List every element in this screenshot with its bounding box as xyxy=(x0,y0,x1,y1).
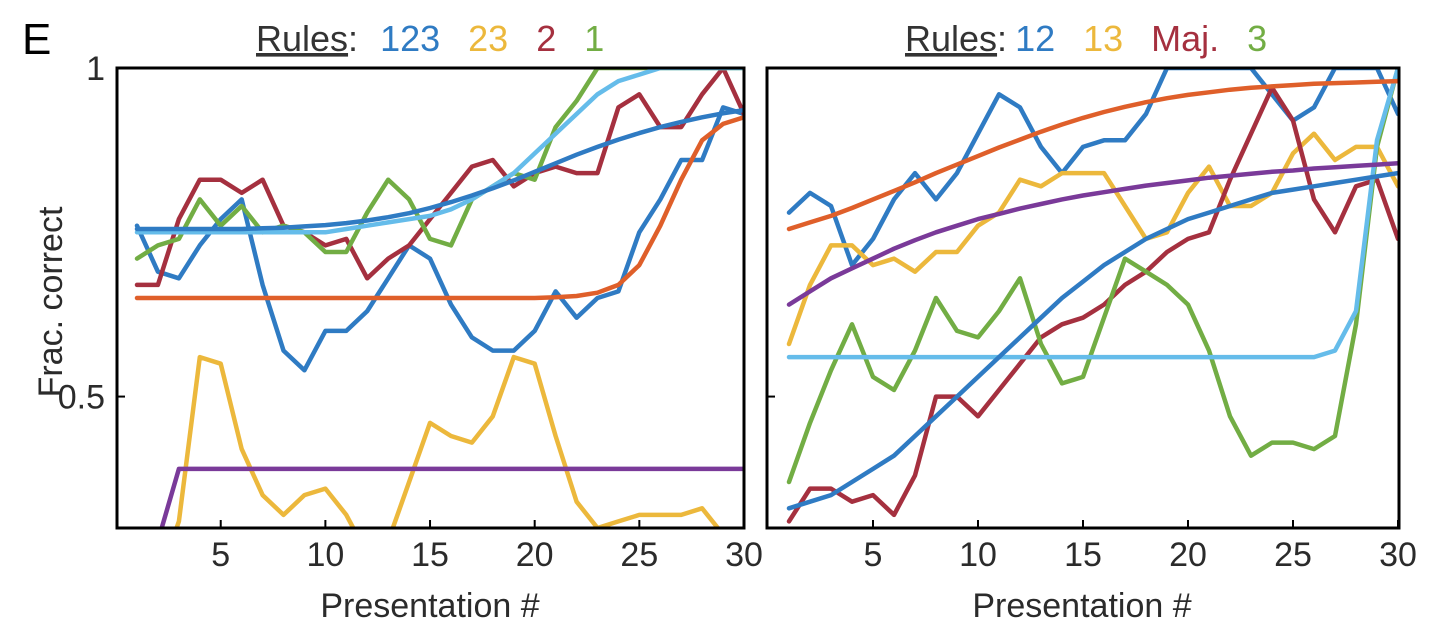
chart-right-ticks: 5 10 15 20 25 30 xyxy=(767,67,1417,574)
x-tick-label-right-20: 20 xyxy=(1169,536,1207,574)
chart-right-title-colon: : xyxy=(997,18,1007,59)
y-tick-label-left-0.5: 0.5 xyxy=(58,379,105,417)
legend-left-1: 23 xyxy=(468,18,508,59)
legend-right-3: 3 xyxy=(1247,18,1267,59)
y-axis-label: Frac. correct xyxy=(32,206,70,397)
legend-left-0: 123 xyxy=(380,18,440,59)
chart-right-frame xyxy=(765,66,1401,530)
chart-left-title-colon: : xyxy=(348,18,358,59)
x-tick-label-left-5: 5 xyxy=(211,536,230,574)
series-right-data-1 xyxy=(786,131,1399,347)
x-tick-label-right-30: 30 xyxy=(1379,536,1417,574)
series-right-data-2 xyxy=(786,85,1399,524)
series-left-fit-7 xyxy=(159,466,744,528)
chart-left-title-prefix: Rules xyxy=(256,18,348,59)
chart-right-title: Rules: 12 13 Maj. 3 xyxy=(905,18,1267,59)
series-left-data-1 xyxy=(174,354,721,528)
series-right-data-3 xyxy=(786,68,1399,485)
chart-left-title: Rules: 123 23 2 1 xyxy=(256,18,604,59)
x-tick-label-right-25: 25 xyxy=(1274,536,1312,574)
legend-left-3: 1 xyxy=(584,18,604,59)
series-right-fit-6 xyxy=(786,78,1399,232)
chart-left-frame xyxy=(115,66,746,530)
chart-left-ticks: 5 10 15 20 25 30 0.5 1 xyxy=(58,50,763,574)
series-right-fit-4 xyxy=(786,68,1399,360)
x-tick-label-left-15: 15 xyxy=(411,536,449,574)
chart-left: Rules: 123 23 2 1 Frac. correct Presentation… xyxy=(32,18,763,625)
y-tick-label-left-1: 1 xyxy=(86,50,105,88)
panel-label: E xyxy=(22,15,51,64)
series-right-fit-7 xyxy=(786,161,1399,307)
series-left-data-2 xyxy=(134,68,744,288)
series-right-data-0 xyxy=(786,68,1399,268)
series-left-fit-4 xyxy=(134,68,744,235)
chart-left-series xyxy=(134,68,744,528)
x-tick-label-right-15: 15 xyxy=(1064,536,1102,574)
x-axis-label-left: Presentation # xyxy=(320,587,539,625)
x-tick-label-left-25: 25 xyxy=(620,536,658,574)
series-left-data-0 xyxy=(134,105,744,373)
series-left-fit-6 xyxy=(134,115,744,301)
series-left-data-3 xyxy=(134,68,744,261)
x-tick-label-right-5: 5 xyxy=(864,536,883,574)
legend-right-2: Maj. xyxy=(1151,18,1219,59)
legend-right-1: 13 xyxy=(1083,18,1123,59)
series-left-fit-5 xyxy=(134,107,744,232)
legend-right-0: 12 xyxy=(1015,18,1055,59)
chart-right: Rules: 12 13 Maj. 3 Presentation # 5 10 15 20 25… xyxy=(765,18,1417,625)
chart-right-series xyxy=(786,68,1399,524)
x-tick-label-right-10: 10 xyxy=(959,536,997,574)
x-tick-label-left-20: 20 xyxy=(516,536,554,574)
legend-left-2: 2 xyxy=(536,18,556,59)
chart-right-title-prefix: Rules xyxy=(905,18,997,59)
x-tick-label-left-30: 30 xyxy=(725,536,763,574)
x-tick-label-left-10: 10 xyxy=(306,536,344,574)
x-axis-label-right: Presentation # xyxy=(972,587,1191,625)
series-right-fit-5 xyxy=(786,170,1399,511)
